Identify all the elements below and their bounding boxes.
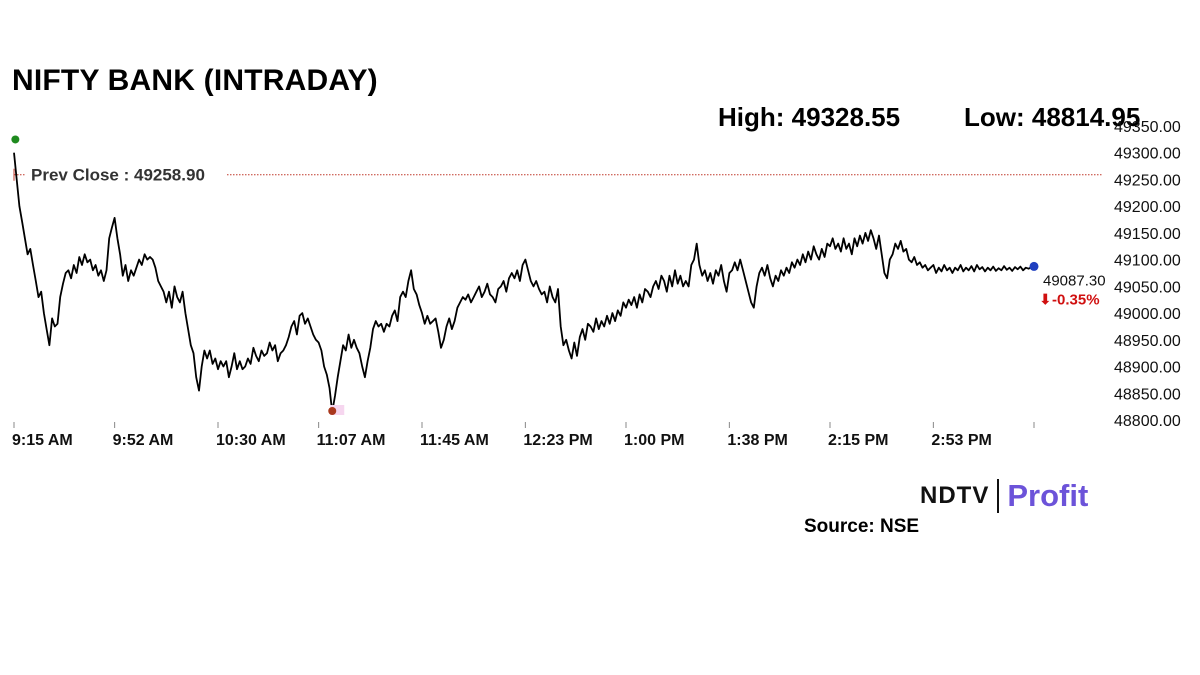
- change-percent: -0.35%: [1052, 291, 1100, 308]
- y-tick-label: 48950.00: [1114, 333, 1181, 350]
- logo-divider: [997, 479, 1000, 513]
- y-tick-label: 49200.00: [1114, 199, 1181, 216]
- prev-close-line-group: Prev Close : 49258.90: [13, 163, 1102, 185]
- ndtv-profit-logo: NDTV Profit: [920, 478, 1088, 514]
- y-tick-label: 49350.00: [1114, 119, 1181, 136]
- high-marker: [11, 135, 20, 144]
- low-value: Low: 48814.95: [964, 102, 1141, 132]
- low-marker-highlight: [330, 405, 345, 416]
- last-price-label-bg: [1038, 270, 1112, 311]
- x-tick-label: 2:15 PM: [828, 432, 888, 449]
- prev-close-label: Prev Close : 49258.90: [31, 166, 205, 185]
- y-tick-label: 48850.00: [1114, 386, 1181, 403]
- source-note: Source: NSE: [804, 516, 920, 537]
- y-tick-label: 48800.00: [1114, 413, 1181, 430]
- y-axis: 48800.00 48850.00 48900.00 48950.00 49000.00…: [1114, 119, 1181, 430]
- prev-close-label-bg: [26, 163, 226, 184]
- y-tick-label: 49100.00: [1114, 253, 1181, 270]
- x-tick-label: 11:07 AM: [317, 432, 386, 449]
- y-tick-label: 49300.00: [1114, 146, 1181, 163]
- x-tick-label: 2:53 PM: [931, 432, 991, 449]
- x-tick-label: 9:15 AM: [12, 432, 73, 449]
- x-tick-label: 9:52 AM: [113, 432, 174, 449]
- x-tick-label: 1:00 PM: [624, 432, 684, 449]
- logo-ndtv-text: NDTV: [920, 482, 990, 509]
- x-tick-label: 12:23 PM: [523, 432, 592, 449]
- last-price-label: 49087.30: [1043, 272, 1106, 289]
- x-tick-label: 11:45 AM: [420, 432, 489, 449]
- logo-profit-text: Profit: [1007, 478, 1089, 513]
- chart-title: NIFTY BANK (INTRADAY): [12, 64, 378, 97]
- y-tick-label: 49000.00: [1114, 306, 1181, 323]
- y-tick-label: 48900.00: [1114, 360, 1181, 377]
- change-arrow: ⬇: [1039, 291, 1052, 308]
- low-marker: [328, 407, 337, 416]
- x-axis: 9:15 AM 9:52 AM 10:30 AM 11:07 AM 11:45 AM 12…: [12, 422, 1035, 449]
- x-tick-label: 1:38 PM: [727, 432, 787, 449]
- markers: 49087.30 ⬇ -0.35%: [11, 135, 1112, 416]
- y-tick-label: 49150.00: [1114, 226, 1181, 243]
- last-price-marker: [1029, 261, 1039, 271]
- y-tick-label: 49250.00: [1114, 172, 1181, 189]
- series-line: [13, 152, 1035, 413]
- high-value: High: 49328.55: [718, 102, 901, 132]
- x-tick-label: 10:30 AM: [216, 432, 286, 449]
- y-tick-label: 49050.00: [1114, 279, 1181, 296]
